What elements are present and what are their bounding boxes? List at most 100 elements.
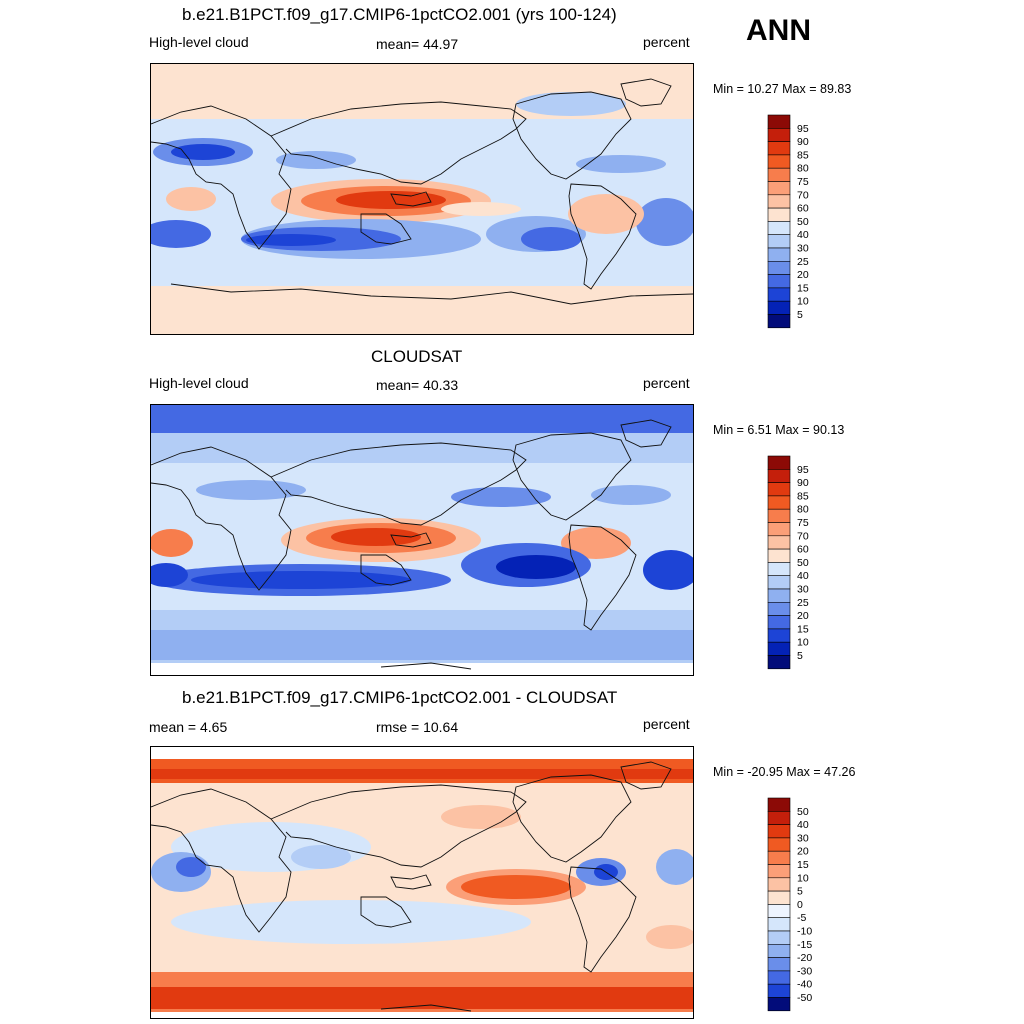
colorbar-tick-label: 95 xyxy=(797,123,809,135)
colorbar-tick-label: 0 xyxy=(797,899,803,911)
colorbar-tick-label: -30 xyxy=(797,965,812,977)
colorbar-swatch xyxy=(767,482,791,497)
colorbar-tick-label: 10 xyxy=(797,296,809,308)
colorbar-tick-label: 75 xyxy=(797,517,809,529)
colorbar-swatch xyxy=(767,495,791,510)
colorbar-tick-label: -15 xyxy=(797,939,812,951)
colorbar-swatch xyxy=(767,167,791,182)
colorbar-swatch xyxy=(767,811,791,825)
minmax-label: Min = 10.27 Max = 89.83 xyxy=(713,82,852,96)
colorbar-tick-label: 15 xyxy=(797,859,809,871)
colorbar-swatch xyxy=(767,207,791,222)
contour-fill-areas xyxy=(151,747,693,1018)
colorbar-swatch xyxy=(767,274,791,289)
colorbar-swatch xyxy=(767,154,791,169)
colorbar-tick-label: 30 xyxy=(797,243,809,255)
contour-map xyxy=(150,63,694,335)
contour-map xyxy=(150,746,694,1019)
colorbar-swatch xyxy=(767,877,791,892)
colorbar: 95 90 85 80 75 70 60 50 40 30 25 20 15 10 5 xyxy=(767,455,828,670)
variable-label: High-level cloud xyxy=(149,34,249,50)
colorbar-swatch xyxy=(767,641,791,656)
contour-fill-areas xyxy=(151,405,693,675)
colorbar-tick-label: 60 xyxy=(797,544,809,556)
colorbar-swatch xyxy=(767,247,791,262)
colorbar-swatch xyxy=(767,114,791,129)
colorbar-tick-label: 30 xyxy=(797,832,809,844)
colorbar-tick-label: -50 xyxy=(797,992,812,1004)
colorbar-swatch xyxy=(767,890,791,905)
colorbar-swatch xyxy=(767,508,791,523)
colorbar-swatch xyxy=(767,287,791,302)
colorbar-tick-label: 15 xyxy=(797,282,809,294)
coastlines xyxy=(151,78,693,305)
mean-label: mean = 4.65 xyxy=(149,719,228,735)
colorbar-tick-label: 80 xyxy=(797,504,809,516)
colorbar-tick-label: 40 xyxy=(797,570,809,582)
colorbar-tick-label: 50 xyxy=(797,216,809,228)
colorbar-tick-label: 75 xyxy=(797,176,809,188)
colorbar-tick-label: 90 xyxy=(797,136,809,148)
colorbar-swatch xyxy=(767,181,791,196)
colorbar-swatch xyxy=(767,983,791,998)
colorbar-swatch xyxy=(767,797,791,812)
colorbar-tick-label: 25 xyxy=(797,256,809,268)
colorbar-swatch xyxy=(767,957,791,972)
colorbar-swatch xyxy=(767,904,791,919)
colorbar-tick-label: 40 xyxy=(797,229,809,241)
coastlines xyxy=(151,761,672,1012)
colorbar: 50 40 30 20 15 10 5 0 -5 -10 -15 -20 -30 -40 -50 xyxy=(767,797,828,1012)
colorbar-tick-label: 25 xyxy=(797,597,809,609)
colorbar-tick-label: 10 xyxy=(797,872,809,884)
colorbar-tick-label: 20 xyxy=(797,610,809,622)
colorbar-swatch xyxy=(767,930,791,945)
colorbar-tick-label: 85 xyxy=(797,149,809,161)
coastlines xyxy=(151,419,672,670)
mean-label: mean= 40.33 xyxy=(376,377,459,393)
units-label: percent xyxy=(643,34,690,50)
colorbar-tick-label: 20 xyxy=(797,269,809,281)
units-label: percent xyxy=(643,716,690,732)
colorbar-swatch xyxy=(767,602,791,616)
colorbar-tick-label: 20 xyxy=(797,846,809,858)
colorbar: 95 90 85 80 75 70 60 50 40 30 25 20 15 10 5 xyxy=(767,114,828,329)
colorbar-swatch xyxy=(767,917,791,932)
colorbar-swatch xyxy=(767,314,791,329)
colorbar-swatch xyxy=(767,562,791,577)
colorbar-tick-label: 85 xyxy=(797,490,809,502)
units-label: percent xyxy=(643,375,690,391)
colorbar-tick-label: 15 xyxy=(797,623,809,635)
colorbar-tick-label: 50 xyxy=(797,806,809,818)
colorbar-swatch xyxy=(767,588,791,603)
season-label: ANN xyxy=(746,14,811,47)
colorbar-swatch xyxy=(767,221,791,236)
colorbar-swatch xyxy=(767,824,791,839)
colorbar-swatch xyxy=(767,128,791,142)
colorbar-swatch xyxy=(767,141,791,156)
colorbar-swatch xyxy=(767,655,791,670)
colorbar-tick-label: 5 xyxy=(797,309,803,321)
colorbar-swatch xyxy=(767,455,791,470)
colorbar-swatch xyxy=(767,522,791,537)
minmax-label: Min = 6.51 Max = 90.13 xyxy=(713,423,845,437)
minmax-label: Min = -20.95 Max = 47.26 xyxy=(713,765,856,779)
colorbar-tick-label: 80 xyxy=(797,163,809,175)
rmse-label: rmse = 10.64 xyxy=(376,719,459,735)
colorbar-tick-label: 70 xyxy=(797,530,809,542)
colorbar-tick-label: 10 xyxy=(797,637,809,649)
colorbar-swatch xyxy=(767,850,791,865)
colorbar-swatch xyxy=(767,628,791,643)
colorbar-swatch xyxy=(767,194,791,209)
colorbar-tick-label: 30 xyxy=(797,584,809,596)
variable-label: High-level cloud xyxy=(149,375,249,391)
colorbar-swatch xyxy=(767,234,791,249)
colorbar-swatch xyxy=(767,300,791,315)
colorbar-tick-label: -20 xyxy=(797,952,812,964)
colorbar-tick-label: 70 xyxy=(797,189,809,201)
panel-title: CLOUDSAT xyxy=(371,347,463,366)
colorbar-swatch xyxy=(767,261,791,275)
panel-title: b.e21.B1PCT.f09_g17.CMIP6-1pctCO2.001 (y… xyxy=(182,5,617,24)
contour-fill-areas xyxy=(151,64,693,334)
colorbar-tick-label: 5 xyxy=(797,886,803,898)
colorbar-tick-label: -10 xyxy=(797,926,812,938)
